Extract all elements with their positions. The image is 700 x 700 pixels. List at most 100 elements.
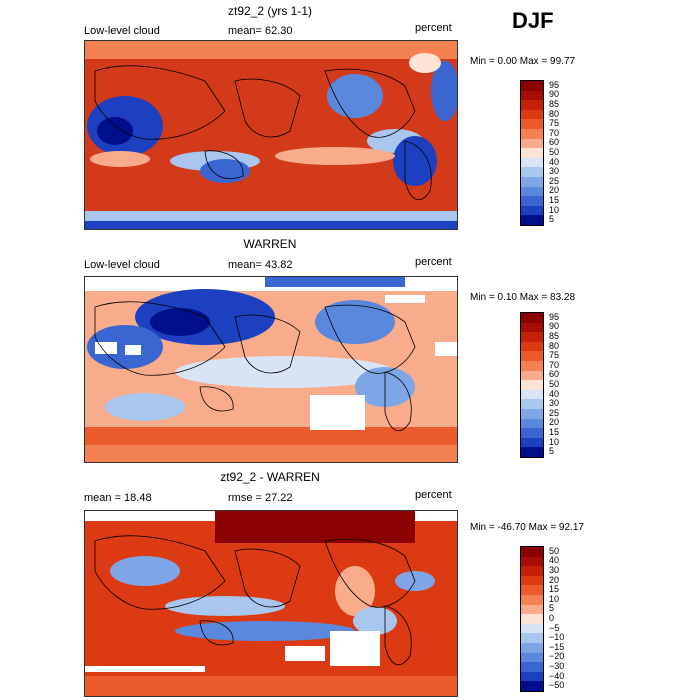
colorbar-swatch <box>521 409 543 419</box>
panel-3-mean-label: mean = 18.48 <box>84 492 152 504</box>
colorbar-swatch <box>521 652 543 663</box>
panel-2-title: WARREN <box>243 237 297 251</box>
colorbar-tick-label: 50 <box>549 147 560 157</box>
colorbar-swatch <box>521 361 543 371</box>
panel-1-map-field <box>85 41 457 229</box>
panel-2-map <box>84 276 458 463</box>
colorbar-swatch <box>521 428 543 439</box>
colorbar-swatch <box>521 566 543 577</box>
colorbar-swatch <box>521 633 543 644</box>
colorbar-tick-label: 95 <box>549 311 560 322</box>
panel-2-units-label: percent <box>415 256 452 268</box>
colorbar-tick-label: −10 <box>549 632 565 643</box>
panel-1-colorbar <box>520 80 544 226</box>
panel-1-map <box>84 40 458 230</box>
panel-1-mean-label: mean= 62.30 <box>228 25 293 37</box>
colorbar-tick-label: 5 <box>549 446 555 457</box>
colorbar-tick-label: 60 <box>549 369 560 380</box>
panel-2-map-field <box>85 277 457 462</box>
panel-2-variable-label: Low-level cloud <box>84 259 160 271</box>
colorbar-tick-label: −50 <box>549 680 565 691</box>
colorbar-swatch <box>521 585 543 596</box>
colorbar-tick-label: 5 <box>549 603 555 614</box>
panel-2-minmax: Min = 0.10 Max = 83.28 <box>470 292 576 303</box>
colorbar-tick-label: 25 <box>549 407 560 418</box>
colorbar-tick-label: 70 <box>549 359 560 370</box>
colorbar-tick-label: 95 <box>549 79 560 90</box>
colorbar-swatch <box>521 380 543 391</box>
colorbar-swatch <box>521 109 543 120</box>
colorbar-swatch <box>521 681 543 692</box>
colorbar-tick-label: 40 <box>549 388 560 399</box>
colorbar-swatch <box>521 547 543 557</box>
colorbar-swatch <box>521 399 543 410</box>
colorbar-tick-label: 0 <box>549 613 555 623</box>
colorbar-swatch <box>521 623 543 634</box>
colorbar-tick-label: 5 <box>549 214 555 225</box>
colorbar-tick-label: 15 <box>549 195 560 205</box>
colorbar-tick-label: −5 <box>549 622 560 633</box>
colorbar-swatch <box>521 332 543 343</box>
colorbar-swatch <box>521 671 543 682</box>
panel-3-map-field <box>85 511 457 696</box>
colorbar-swatch <box>521 100 543 111</box>
season-label: DJF <box>512 8 554 33</box>
colorbar-swatch <box>521 186 543 197</box>
colorbar-swatch <box>521 90 543 101</box>
colorbar-tick-label: 30 <box>549 398 560 409</box>
colorbar-swatch <box>521 205 543 216</box>
colorbar-tick-label: 20 <box>549 574 560 585</box>
colorbar-tick-label: 15 <box>549 584 560 595</box>
colorbar-tick-label: 30 <box>549 166 560 177</box>
panel-3-colorbar <box>520 546 544 692</box>
colorbar-tick-label: 50 <box>549 545 560 556</box>
colorbar-swatch <box>521 129 543 139</box>
colorbar-tick-label: 85 <box>549 99 560 109</box>
colorbar-tick-label: 80 <box>549 340 560 351</box>
colorbar-swatch <box>521 148 543 159</box>
colorbar-swatch <box>521 81 543 91</box>
colorbar-tick-label: 10 <box>549 593 560 604</box>
panel-1-units-label: percent <box>415 22 452 34</box>
colorbar-tick-label: 40 <box>549 555 560 566</box>
colorbar-swatch <box>521 614 543 625</box>
colorbar-tick-label: 10 <box>549 436 560 447</box>
colorbar-tick-label: −20 <box>549 651 565 662</box>
colorbar-swatch <box>521 643 543 653</box>
colorbar-tick-label: −15 <box>549 641 565 652</box>
colorbar-swatch <box>521 138 543 149</box>
panel-2-colorbar <box>520 312 544 458</box>
panel-3-minmax: Min = -46.70 Max = 92.17 <box>470 522 584 533</box>
colorbar-tick-label: −40 <box>549 670 565 681</box>
colorbar-swatch <box>521 595 543 605</box>
colorbar-tick-label: 20 <box>549 185 560 196</box>
colorbar-tick-label: 60 <box>549 137 560 148</box>
colorbar-tick-label: 80 <box>549 108 560 119</box>
colorbar-tick-label: 70 <box>549 127 560 138</box>
colorbar-tick-label: −30 <box>549 661 565 671</box>
panel-1-title: zt92_2 (yrs 1-1) <box>227 4 313 18</box>
colorbar-tick-label: 20 <box>549 417 560 428</box>
colorbar-tick-label: 30 <box>549 565 560 575</box>
panel-3-units-label: percent <box>415 489 452 501</box>
colorbar-tick-label: 90 <box>549 321 560 332</box>
colorbar-tick-label: 50 <box>549 379 560 389</box>
colorbar-tick-label: 15 <box>549 427 560 437</box>
colorbar-swatch <box>521 389 543 400</box>
colorbar-swatch <box>521 341 543 352</box>
colorbar-tick-label: 75 <box>549 118 560 129</box>
colorbar-swatch <box>521 351 543 362</box>
colorbar-swatch <box>521 215 543 226</box>
colorbar-swatch <box>521 662 543 673</box>
colorbar-swatch <box>521 313 543 323</box>
panel-3-title: zt92_2 - WARREN <box>220 470 320 484</box>
panel-2-colorbar-ticks: 95 90 85 80 75 70 60 50 40 30 25 20 15 10 5 <box>549 312 579 456</box>
colorbar-swatch <box>521 418 543 429</box>
panel-2-mean-label: mean= 43.82 <box>228 259 293 271</box>
colorbar-tick-label: 25 <box>549 175 560 186</box>
colorbar-swatch <box>521 604 543 615</box>
colorbar-tick-label: 75 <box>549 350 560 361</box>
panel-1-minmax: Min = 0.00 Max = 99.77 <box>470 56 576 67</box>
panel-3-map <box>84 510 458 697</box>
colorbar-swatch <box>521 177 543 187</box>
